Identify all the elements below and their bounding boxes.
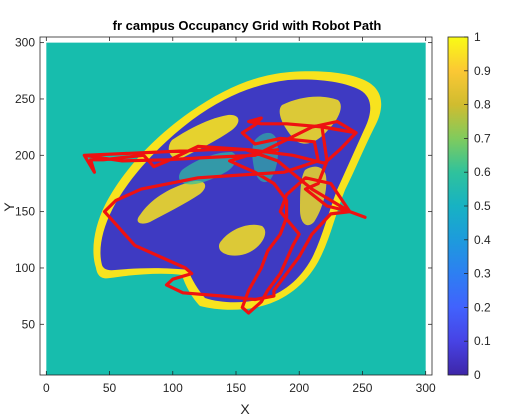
colorbar-tick-label: 0.1 [474, 334, 491, 348]
y-axis-ticks: 50 100 150 200 250 300 [15, 36, 432, 331]
robot-path-line [82, 116, 367, 315]
x-axis-label: X [240, 401, 250, 417]
y-tick-label: 250 [15, 92, 35, 106]
colorbar-tick-label: 0.6 [474, 165, 491, 179]
occupied-island [168, 114, 239, 159]
plot-area [40, 37, 432, 375]
x-tick-label: 250 [352, 381, 372, 395]
chart-title: fr campus Occupancy Grid with Robot Path [113, 18, 382, 33]
y-tick-label: 150 [15, 205, 35, 219]
y-tick-label: 200 [15, 148, 35, 162]
colorbar-tick-label: 0.3 [474, 267, 491, 281]
colorbar: 0 0.1 0.2 0.3 0.4 0.5 0.6 0.7 0.8 0.9 1 [447, 30, 491, 382]
colorbar-tick-label: 0 [474, 368, 481, 382]
x-tick-label: 150 [226, 381, 246, 395]
colorbar-tick-label: 0.8 [474, 98, 491, 112]
colorbar-tick-label: 0.9 [474, 64, 491, 78]
y-tick-label: 300 [15, 36, 35, 50]
colorbar-ticks: 0 0.1 0.2 0.3 0.4 0.5 0.6 0.7 0.8 0.9 1 [464, 30, 491, 382]
y-tick-label: 50 [22, 317, 36, 331]
colorbar-tick-label: 0.2 [474, 300, 491, 314]
x-tick-label: 300 [416, 381, 436, 395]
colorbar-tick-label: 0.4 [474, 233, 491, 247]
occupied-island [218, 224, 266, 256]
x-axis-ticks: 0 50 100 150 200 250 300 [43, 37, 436, 395]
occupied-island [137, 180, 206, 224]
y-tick-label: 100 [15, 261, 35, 275]
occupied-island [178, 152, 237, 185]
occupied-island [279, 96, 341, 144]
x-tick-label: 50 [103, 381, 117, 395]
colorbar-tick-label: 0.7 [474, 131, 491, 145]
x-tick-label: 200 [289, 381, 309, 395]
x-tick-label: 100 [163, 381, 183, 395]
x-tick-label: 0 [43, 381, 50, 395]
colorbar-tick-label: 1 [474, 30, 481, 44]
colorbar-tick-label: 0.5 [474, 199, 491, 213]
y-axis-label: Y [1, 202, 17, 212]
